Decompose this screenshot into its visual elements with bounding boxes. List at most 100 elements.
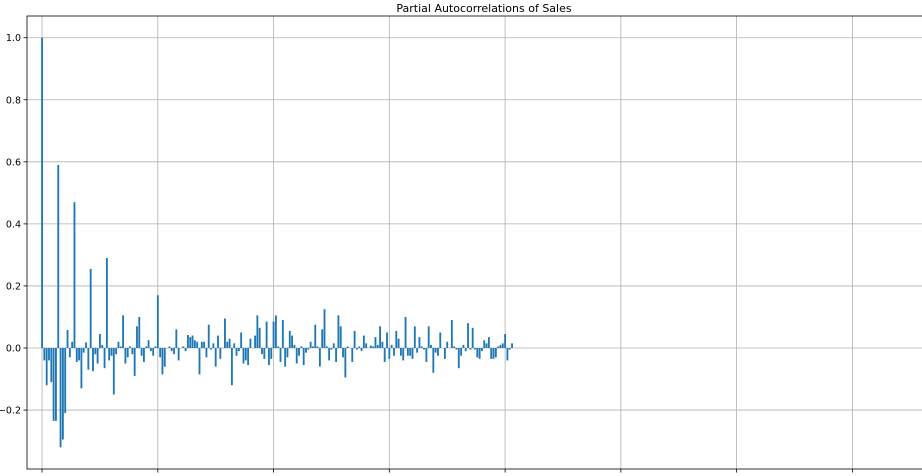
pacf-bar: [59, 347, 62, 448]
pacf-bar: [430, 344, 432, 348]
pacf-bar: [136, 326, 138, 348]
pacf-bar: [335, 347, 338, 362]
pacf-bar: [474, 347, 476, 350]
pacf-bar: [272, 321, 275, 348]
pacf-bar: [323, 309, 326, 348]
pacf-bar: [41, 37, 43, 348]
pacf-bar: [71, 341, 74, 348]
pacf-bar: [298, 347, 300, 356]
pacf-bar: [358, 346, 361, 348]
pacf-bar: [425, 347, 428, 362]
pacf-bar: [395, 330, 398, 348]
pacf-bar: [302, 347, 305, 366]
pacf-bar: [92, 347, 94, 372]
pacf-bar: [110, 347, 113, 356]
pacf-bar: [504, 334, 507, 348]
pacf-bar: [413, 326, 416, 348]
pacf-bar: [103, 347, 106, 369]
pacf-bar: [497, 346, 500, 348]
pacf-bar: [142, 347, 145, 362]
pacf-bar: [281, 320, 284, 348]
pacf-bar: [89, 268, 92, 348]
pacf-bar: [330, 347, 333, 350]
pacf-bar: [409, 347, 412, 356]
pacf-bar: [386, 332, 388, 348]
pacf-bar: [156, 295, 159, 348]
pacf-bar: [494, 347, 497, 358]
pacf-bar: [203, 341, 206, 348]
pacf-bar: [119, 346, 122, 348]
pacf-bar: [131, 347, 134, 355]
pacf-bar: [133, 347, 136, 376]
pacf-bar: [460, 347, 463, 356]
pacf-bar: [170, 347, 173, 352]
pacf-bar: [312, 346, 314, 348]
pacf-bar: [487, 337, 490, 348]
pacf-bar: [184, 347, 187, 352]
pacf-bar: [321, 329, 324, 348]
grid: [27, 16, 922, 469]
pacf-bar: [117, 341, 120, 348]
pacf-bar: [427, 326, 430, 348]
pacf-bar: [96, 347, 99, 364]
chart-title: Partial Autocorrelations of Sales: [396, 2, 572, 15]
pacf-bar: [240, 332, 243, 348]
pacf-bar: [175, 329, 178, 348]
pacf-bar: [490, 347, 493, 359]
pacf-bar: [284, 347, 287, 367]
pacf-bar: [476, 347, 479, 358]
pacf-bar: [152, 347, 155, 356]
pacf-bar: [325, 346, 328, 348]
pacf-bar: [73, 202, 76, 348]
pacf-bar: [481, 347, 483, 352]
pacf-bar: [420, 346, 423, 348]
pacf-bar: [173, 347, 175, 355]
pacf-bar: [462, 344, 465, 348]
pacf-bar: [402, 347, 405, 361]
pacf-bar: [457, 347, 460, 369]
pacf-bar: [80, 347, 83, 389]
pacf-bar: [353, 330, 356, 348]
pacf-bar: [94, 347, 97, 355]
pacf-bar: [351, 347, 354, 362]
pacf-bar: [406, 347, 409, 356]
pacf-bar: [501, 343, 504, 348]
pacf-bar: [154, 346, 157, 348]
pacf-bar: [393, 347, 395, 356]
pacf-bar: [145, 346, 148, 348]
pacf-bar: [483, 340, 486, 348]
pacf-bar: [99, 334, 101, 348]
x-axis: [41, 469, 853, 473]
pacf-bar: [249, 338, 252, 348]
pacf-bar: [101, 344, 104, 348]
pacf-bar: [78, 347, 81, 361]
pacf-bar: [437, 347, 439, 356]
pacf-bar: [381, 341, 384, 348]
pacf-bar: [85, 342, 87, 348]
pacf-bar: [212, 343, 215, 348]
pacf-bar: [235, 347, 238, 356]
pacf-bar: [365, 343, 368, 348]
pacf-bar: [108, 347, 111, 361]
y-tick-label: 0.4: [6, 219, 21, 230]
pacf-bar: [411, 347, 414, 359]
pacf-bar: [198, 347, 201, 375]
pacf-bar: [64, 347, 67, 414]
pacf-bar: [149, 347, 152, 352]
pacf-bar: [210, 347, 212, 350]
pacf-bar: [434, 347, 437, 353]
pacf-bar: [404, 316, 407, 348]
pacf-bar: [318, 347, 321, 367]
pacf-bar: [57, 164, 60, 348]
pacf-bar: [191, 335, 194, 348]
pacf-bar: [485, 343, 488, 348]
pacf-bar: [288, 330, 291, 348]
pacf-bar: [200, 341, 203, 348]
pacf-bar: [55, 347, 57, 421]
y-tick-label: 0.8: [6, 95, 21, 106]
pacf-bar: [43, 347, 46, 361]
pacf-bar: [372, 346, 375, 348]
pacf-bar: [439, 332, 442, 348]
pacf-bar: [362, 335, 365, 348]
